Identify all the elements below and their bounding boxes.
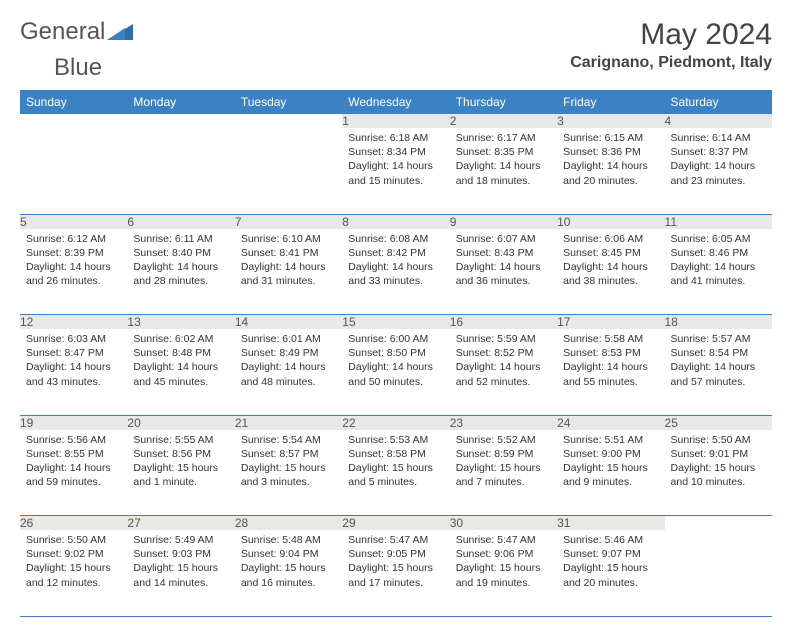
- day-cell: Sunrise: 5:50 AMSunset: 9:01 PMDaylight:…: [665, 430, 772, 516]
- day-number: 6: [127, 214, 234, 229]
- day-number: 30: [450, 516, 557, 531]
- day-cell: Sunrise: 5:56 AMSunset: 8:55 PMDaylight:…: [20, 430, 127, 516]
- day-cell: Sunrise: 5:58 AMSunset: 8:53 PMDaylight:…: [557, 329, 664, 415]
- day-cell: Sunrise: 6:17 AMSunset: 8:35 PMDaylight:…: [450, 128, 557, 214]
- day-number: 7: [235, 214, 342, 229]
- weekday-header: Thursday: [450, 90, 557, 114]
- day-number: 15: [342, 315, 449, 330]
- day-cell: Sunrise: 6:18 AMSunset: 8:34 PMDaylight:…: [342, 128, 449, 214]
- day-number: 2: [450, 114, 557, 128]
- day-number: [235, 114, 342, 128]
- calendar-header-row: SundayMondayTuesdayWednesdayThursdayFrid…: [20, 90, 772, 114]
- day-number: 12: [20, 315, 127, 330]
- day-number: [127, 114, 234, 128]
- day-number: 19: [20, 415, 127, 430]
- logo-text-1: General: [20, 18, 105, 46]
- day-cell: Sunrise: 5:50 AMSunset: 9:02 PMDaylight:…: [20, 530, 127, 616]
- day-cell: Sunrise: 6:02 AMSunset: 8:48 PMDaylight:…: [127, 329, 234, 415]
- day-number: 25: [665, 415, 772, 430]
- day-cell: [127, 128, 234, 214]
- day-cell: Sunrise: 6:11 AMSunset: 8:40 PMDaylight:…: [127, 229, 234, 315]
- title-block: May 2024 Carignano, Piedmont, Italy: [570, 18, 772, 72]
- location: Carignano, Piedmont, Italy: [570, 54, 772, 72]
- day-number: [20, 114, 127, 128]
- day-cell: Sunrise: 5:47 AMSunset: 9:05 PMDaylight:…: [342, 530, 449, 616]
- day-cell: Sunrise: 6:01 AMSunset: 8:49 PMDaylight:…: [235, 329, 342, 415]
- weekday-header: Wednesday: [342, 90, 449, 114]
- day-number: 5: [20, 214, 127, 229]
- day-number: 4: [665, 114, 772, 128]
- day-cell: [20, 128, 127, 214]
- weekday-header: Friday: [557, 90, 664, 114]
- day-number: 11: [665, 214, 772, 229]
- day-cell: Sunrise: 6:14 AMSunset: 8:37 PMDaylight:…: [665, 128, 772, 214]
- logo: General: [20, 18, 133, 46]
- day-cell: Sunrise: 5:47 AMSunset: 9:06 PMDaylight:…: [450, 530, 557, 616]
- day-number: 1: [342, 114, 449, 128]
- day-number: 27: [127, 516, 234, 531]
- day-cell: Sunrise: 6:12 AMSunset: 8:39 PMDaylight:…: [20, 229, 127, 315]
- day-number: 17: [557, 315, 664, 330]
- day-number: 20: [127, 415, 234, 430]
- day-number: 16: [450, 315, 557, 330]
- day-number: [665, 516, 772, 531]
- day-number: 21: [235, 415, 342, 430]
- day-cell: Sunrise: 5:46 AMSunset: 9:07 PMDaylight:…: [557, 530, 664, 616]
- day-cell: [235, 128, 342, 214]
- day-cell: Sunrise: 5:53 AMSunset: 8:58 PMDaylight:…: [342, 430, 449, 516]
- day-cell: Sunrise: 5:55 AMSunset: 8:56 PMDaylight:…: [127, 430, 234, 516]
- day-number: 8: [342, 214, 449, 229]
- day-number: 3: [557, 114, 664, 128]
- day-cell: Sunrise: 5:57 AMSunset: 8:54 PMDaylight:…: [665, 329, 772, 415]
- day-number: 29: [342, 516, 449, 531]
- day-cell: [665, 530, 772, 616]
- day-number: 13: [127, 315, 234, 330]
- day-number: 26: [20, 516, 127, 531]
- day-cell: Sunrise: 5:59 AMSunset: 8:52 PMDaylight:…: [450, 329, 557, 415]
- weekday-header: Tuesday: [235, 90, 342, 114]
- day-cell: Sunrise: 6:03 AMSunset: 8:47 PMDaylight:…: [20, 329, 127, 415]
- day-number: 31: [557, 516, 664, 531]
- day-cell: Sunrise: 6:05 AMSunset: 8:46 PMDaylight:…: [665, 229, 772, 315]
- day-cell: Sunrise: 6:10 AMSunset: 8:41 PMDaylight:…: [235, 229, 342, 315]
- day-cell: Sunrise: 5:54 AMSunset: 8:57 PMDaylight:…: [235, 430, 342, 516]
- day-number: 24: [557, 415, 664, 430]
- day-cell: Sunrise: 6:06 AMSunset: 8:45 PMDaylight:…: [557, 229, 664, 315]
- day-cell: Sunrise: 6:15 AMSunset: 8:36 PMDaylight:…: [557, 128, 664, 214]
- day-cell: Sunrise: 5:48 AMSunset: 9:04 PMDaylight:…: [235, 530, 342, 616]
- day-cell: Sunrise: 6:07 AMSunset: 8:43 PMDaylight:…: [450, 229, 557, 315]
- weekday-header: Saturday: [665, 90, 772, 114]
- logo-triangle-icon: [107, 22, 133, 40]
- day-number: 23: [450, 415, 557, 430]
- day-cell: Sunrise: 6:00 AMSunset: 8:50 PMDaylight:…: [342, 329, 449, 415]
- day-number: 18: [665, 315, 772, 330]
- day-number: 22: [342, 415, 449, 430]
- day-number: 14: [235, 315, 342, 330]
- day-number: 28: [235, 516, 342, 531]
- weekday-header: Sunday: [20, 90, 127, 114]
- day-cell: Sunrise: 5:51 AMSunset: 9:00 PMDaylight:…: [557, 430, 664, 516]
- day-number: 10: [557, 214, 664, 229]
- day-cell: Sunrise: 6:08 AMSunset: 8:42 PMDaylight:…: [342, 229, 449, 315]
- day-number: 9: [450, 214, 557, 229]
- calendar-page: General May 2024 Carignano, Piedmont, It…: [0, 0, 792, 635]
- day-cell: Sunrise: 5:49 AMSunset: 9:03 PMDaylight:…: [127, 530, 234, 616]
- calendar-table: SundayMondayTuesdayWednesdayThursdayFrid…: [20, 90, 772, 617]
- weekday-header: Monday: [127, 90, 234, 114]
- day-cell: Sunrise: 5:52 AMSunset: 8:59 PMDaylight:…: [450, 430, 557, 516]
- month-title: May 2024: [570, 18, 772, 52]
